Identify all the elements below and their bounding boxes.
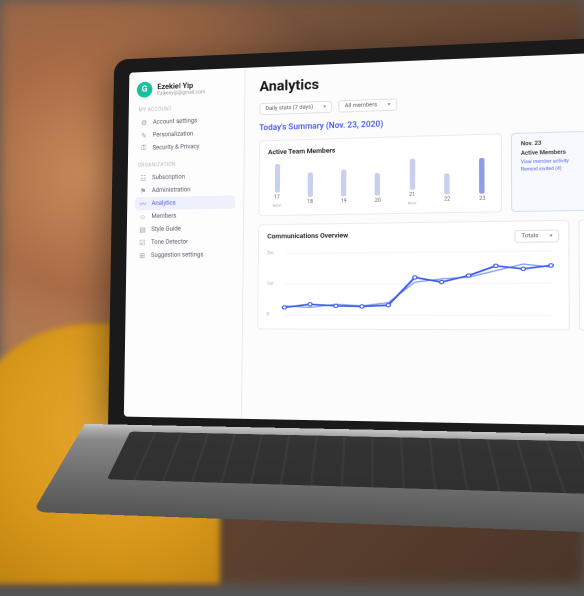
- communications-card: Communications Overview Totals 2m 1m 0: [257, 220, 570, 331]
- atm-day-label: 20: [375, 198, 381, 204]
- chart-y-label: 0: [267, 313, 270, 318]
- atm-day-label: 17: [274, 195, 280, 201]
- filter-stats-label: Daily stats (7 days): [265, 104, 313, 112]
- atm-bar: [480, 158, 486, 194]
- sidebar-item-label: Style Guide: [151, 226, 181, 233]
- atm-bar: [274, 164, 279, 193]
- active-team-card: Active Team Members 17 NOV 18 19 20 21 NOV 22 23: [258, 133, 502, 216]
- summary-title: Today's Summary (Nov. 23, 2020): [259, 112, 584, 133]
- active-members-info-card: Nov. 23 Active Members View member activ…: [511, 130, 584, 212]
- sidebar-item-label: Account settings: [153, 117, 197, 125]
- communications-chart: 2m 1m 0: [266, 247, 559, 322]
- filter-members-select[interactable]: All members: [338, 98, 396, 112]
- sidebar-item-label: Analytics: [152, 200, 176, 207]
- sidebar-item-suggestion-settings[interactable]: ⊞ Suggestion settings: [134, 248, 234, 262]
- sidebar-item-security[interactable]: ⚿ Security & Privacy: [136, 139, 236, 155]
- sidebar-item-label: Security & Privacy: [152, 143, 199, 151]
- user-email: Ezikenyip@gmail.com: [157, 89, 205, 97]
- sidebar-item-style-guide[interactable]: ▤ Style Guide: [135, 222, 235, 236]
- gear-icon: ⚙: [140, 119, 148, 127]
- chart-icon: 〰: [139, 200, 147, 208]
- view-member-activity-link[interactable]: View member activity: [521, 158, 584, 166]
- partial-card: No Per con tea 92 V ir: [578, 219, 584, 331]
- atm-month-label: NOV: [408, 200, 417, 205]
- page-title: Analytics: [259, 65, 584, 95]
- nav-section-org: ORGANIZATION: [138, 160, 236, 168]
- info-date: Nov. 23: [521, 139, 584, 148]
- atm-day-column[interactable]: 17 NOV: [270, 164, 285, 208]
- card-icon: ☳: [139, 174, 147, 182]
- atm-bar: [341, 170, 346, 197]
- remind-invited-link[interactable]: Remind invited (4): [521, 165, 584, 172]
- keyboard: [107, 432, 584, 496]
- atm-bar: [444, 173, 449, 194]
- communications-title: Communications Overview: [267, 231, 348, 240]
- info-subtitle: Active Members: [521, 148, 584, 157]
- sidebar: G Ezekiel Yip Ezikenyip@gmail.com MY ACC…: [124, 68, 246, 419]
- atm-day-label: 23: [479, 196, 485, 202]
- chart-y-label: 2m: [267, 251, 274, 256]
- avatar: G: [137, 82, 153, 98]
- nav-section-account: MY ACCOUNT: [138, 104, 236, 113]
- atm-bar: [308, 172, 313, 197]
- filter-bar: Daily stats (7 days) All members: [259, 90, 584, 115]
- sidebar-item-label: Subscription: [152, 173, 185, 181]
- app-screen: G Ezekiel Yip Ezikenyip@gmail.com MY ACC…: [124, 51, 584, 426]
- sidebar-item-label: Suggestion settings: [151, 251, 204, 259]
- active-team-chart: 17 NOV 18 19 20 21 NOV 22 23: [268, 156, 493, 208]
- atm-day-label: 21: [409, 192, 415, 198]
- user-block[interactable]: G Ezekiel Yip Ezikenyip@gmail.com: [137, 78, 237, 98]
- sidebar-item-label: Members: [151, 213, 176, 220]
- laptop: G Ezekiel Yip Ezikenyip@gmail.com MY ACC…: [106, 36, 584, 592]
- active-team-title: Active Team Members: [268, 142, 492, 156]
- atm-day-column[interactable]: 18: [303, 172, 318, 207]
- sidebar-item-tone-detector[interactable]: ☑ Tone Detector: [134, 235, 234, 249]
- communications-totals-label: Totals: [522, 232, 539, 239]
- atm-day-column[interactable]: 22: [439, 173, 454, 205]
- check-icon: ☑: [138, 238, 146, 246]
- atm-bar: [375, 173, 380, 196]
- atm-day-label: 19: [341, 198, 347, 204]
- people-icon: ☺: [139, 213, 147, 221]
- lock-icon: ⚿: [140, 144, 148, 152]
- atm-day-label: 22: [444, 196, 450, 202]
- pencil-icon: ✎: [140, 131, 148, 139]
- atm-day-label: 18: [307, 199, 313, 205]
- atm-day-column[interactable]: 23: [475, 158, 490, 205]
- flag-icon: ⚑: [139, 187, 147, 195]
- sidebar-item-label: Administration: [152, 186, 191, 194]
- atm-day-column[interactable]: 19: [336, 169, 351, 206]
- sidebar-item-label: Personalization: [153, 130, 194, 138]
- laptop-screen-frame: G Ezekiel Yip Ezikenyip@gmail.com MY ACC…: [108, 36, 584, 438]
- chart-y-label: 1m: [267, 282, 274, 287]
- atm-day-column[interactable]: 21 NOV: [405, 159, 420, 206]
- communications-totals-select[interactable]: Totals: [515, 229, 559, 242]
- filter-members-label: All members: [345, 102, 377, 109]
- laptop-base: [33, 424, 584, 538]
- book-icon: ▤: [138, 226, 146, 234]
- atm-day-column[interactable]: 20: [370, 173, 385, 206]
- main-content: Analytics Daily stats (7 days) All membe…: [242, 51, 584, 426]
- filter-stats-select[interactable]: Daily stats (7 days): [259, 101, 332, 116]
- grid-icon: ⊞: [138, 251, 146, 259]
- atm-bar: [410, 159, 415, 190]
- sidebar-item-label: Tone Detector: [151, 238, 188, 245]
- atm-month-label: NOV: [273, 203, 281, 208]
